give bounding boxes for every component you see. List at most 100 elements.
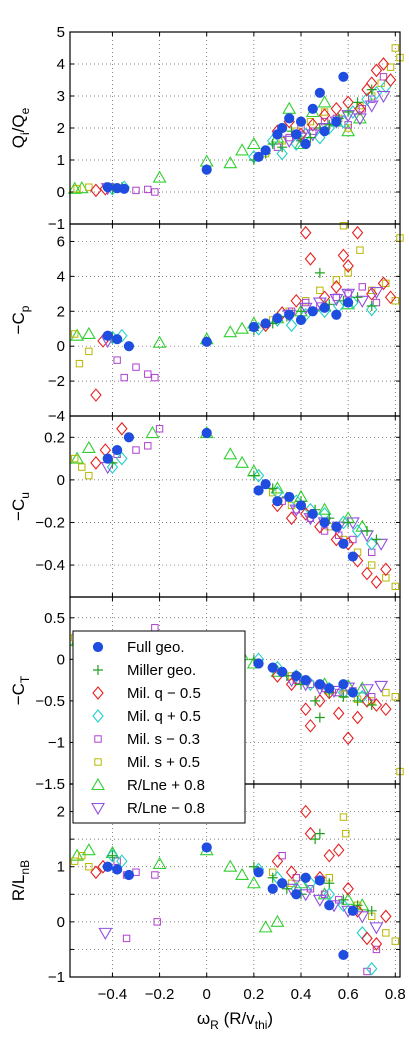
data-point-sm	[309, 127, 317, 135]
data-point-full	[123, 432, 135, 443]
data-point-qm	[384, 73, 397, 87]
data-point-miller	[338, 894, 349, 905]
x-tick-label: −0.4	[98, 986, 128, 1003]
data-point-sp	[339, 222, 348, 230]
panel-r-lnb: −1 0 1 2 R/LnB	[9, 783, 401, 986]
data-point-sp	[78, 851, 86, 860]
y-tick-label: 5	[57, 24, 65, 41]
legend-item-rp: R/Lne + 0.8	[91, 777, 205, 794]
data-point-full	[102, 330, 113, 341]
data-point-qm	[332, 843, 345, 858]
y-axis-label: −Cu	[9, 492, 32, 521]
data-point-rm	[364, 100, 379, 113]
data-point-full	[277, 122, 288, 134]
data-point-sm	[132, 363, 140, 371]
y-tick-label: 1	[57, 152, 65, 169]
data-point-rp	[235, 143, 250, 156]
y-axis-label: R/LnB	[9, 860, 32, 901]
legend-item-qp: Mil. q + 0.5	[92, 708, 201, 725]
data-point-full	[291, 889, 302, 900]
data-point-sp	[85, 183, 93, 191]
y-tick-label: 0	[57, 184, 65, 201]
data-point-full	[324, 683, 335, 694]
data-point-full	[201, 164, 212, 175]
data-point-full	[253, 151, 264, 162]
data-point-qp	[252, 468, 265, 483]
data-point-rp	[258, 920, 273, 933]
panel-qi-qe: −1 0 1 2 3 4 5 Qi/Qe	[9, 24, 404, 233]
data-point-full	[338, 679, 349, 690]
data-point-qm	[116, 421, 128, 436]
data-point-qp	[361, 92, 373, 107]
data-point-sp	[332, 276, 341, 284]
data-point-sm	[372, 945, 381, 954]
data-point-miller	[362, 525, 372, 536]
data-point-miller	[310, 695, 321, 706]
legend-label-rm: R/Lne − 0.8	[127, 800, 205, 817]
data-point-sp	[75, 359, 84, 368]
data-point-rp	[223, 859, 238, 872]
data-point-qm	[361, 566, 373, 581]
data-point-rp	[355, 681, 370, 694]
panel-frame	[69, 415, 401, 598]
data-point-rp	[70, 328, 85, 341]
data-point-sm	[151, 373, 159, 382]
legend-marker-qp	[92, 709, 104, 723]
data-point-sm	[349, 535, 357, 544]
x-tick-label: 0.2	[243, 986, 264, 1003]
data-point-miller	[366, 84, 377, 95]
data-point-miller	[267, 139, 278, 149]
data-point-miller	[277, 142, 288, 153]
data-point-full	[260, 145, 271, 156]
y-axis-cp: −4 −2 0 2 4 6	[48, 233, 400, 425]
data-point-sp	[85, 471, 93, 480]
data-point-sp	[306, 117, 315, 126]
data-point-miller	[366, 905, 377, 916]
data-point-rm	[282, 135, 297, 148]
data-point-full	[347, 905, 358, 916]
data-point-sp	[85, 863, 93, 871]
data-point-full	[201, 842, 212, 853]
legend-item-rm: R/Lne − 0.8	[91, 800, 205, 817]
data-point-rp	[223, 447, 238, 460]
data-point-qp	[351, 524, 364, 538]
data-point-sm	[132, 186, 140, 195]
data-point-miller	[305, 132, 316, 143]
data-point-full	[201, 427, 212, 439]
data-point-sm	[278, 851, 286, 860]
legend-marker-sp	[94, 758, 102, 766]
y-axis-label: Qi/Qe	[9, 107, 32, 148]
panel-cu: −0.4 −0.2 0 0.2 −Cu	[9, 415, 401, 598]
data-point-rp	[282, 101, 297, 114]
y-tick-label: 0	[57, 651, 65, 668]
x-tick-label: 0.6	[338, 986, 359, 1003]
data-point-full	[201, 336, 212, 347]
y-tick-label: −4	[48, 408, 65, 425]
data-point-full	[248, 321, 259, 333]
data-point-rp	[270, 914, 285, 927]
y-tick-label: 3	[57, 88, 65, 105]
data-point-sp	[71, 454, 79, 463]
data-point-miller	[310, 834, 321, 845]
data-point-rp	[235, 321, 250, 334]
legend-item-qm: Mil. q − 0.5	[92, 685, 201, 702]
data-point-rp	[67, 181, 82, 194]
data-point-miller	[343, 517, 354, 528]
legend-item-sp: Mil. s + 0.5	[94, 754, 200, 771]
data-point-full	[319, 126, 330, 137]
data-point-sm	[151, 871, 159, 879]
data-point-sp	[71, 857, 79, 865]
data-point-sp	[85, 347, 93, 356]
data-point-sm	[144, 185, 152, 194]
data-point-sm	[153, 918, 161, 926]
y-tick-label: 1	[57, 859, 65, 876]
data-point-sp	[344, 269, 352, 277]
data-point-sm	[368, 95, 376, 103]
data-point-full	[307, 306, 318, 317]
data-point-qm	[304, 252, 317, 266]
data-point-qm	[290, 293, 303, 308]
data-point-qm	[299, 225, 312, 240]
data-point-qm	[299, 702, 312, 717]
data-point-qm	[365, 286, 378, 301]
data-point-full	[277, 878, 288, 889]
